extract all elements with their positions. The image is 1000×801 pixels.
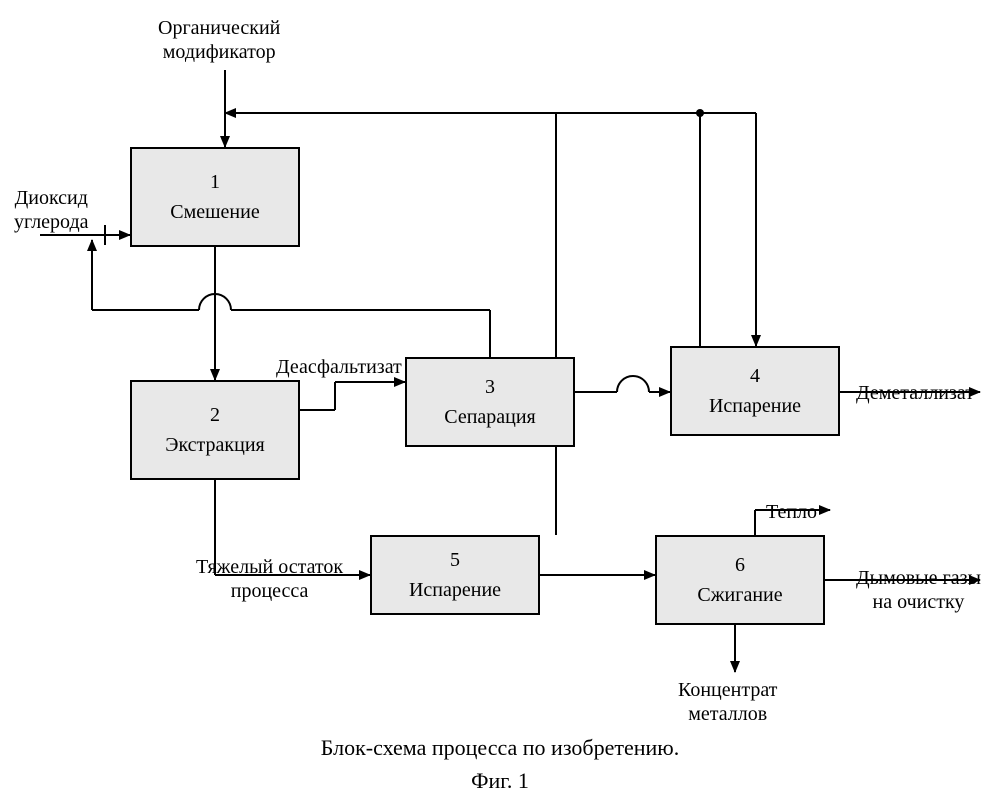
label-line: на очистку (856, 590, 981, 614)
label-line: Тяжелый остаток (196, 555, 343, 579)
diagram-canvas: 1 Смешение 2 Экстракция 3 Сепарация 4 Ис… (0, 0, 1000, 801)
diagram-caption: Блок-схема процесса по изобретению. (0, 735, 1000, 761)
label-organic-modifier: Органический модификатор (158, 16, 280, 64)
label-line: Концентрат (678, 678, 777, 702)
box-number: 2 (210, 403, 220, 427)
box-combustion: 6 Сжигание (655, 535, 825, 625)
label-line: углерода (14, 210, 89, 234)
box-label: Испарение (709, 394, 801, 418)
box-number: 3 (485, 375, 495, 399)
label-demetallized: Деметаллизат (856, 381, 974, 405)
figure-number: Фиг. 1 (0, 768, 1000, 794)
label-line: процесса (196, 579, 343, 603)
label-flue-gas: Дымовые газы на очистку (856, 566, 981, 614)
label-line: Дымовые газы (856, 566, 981, 590)
box-mixing: 1 Смешение (130, 147, 300, 247)
label-metal-concentrate: Концентрат металлов (678, 678, 777, 726)
label-line: Деметаллизат (856, 382, 974, 404)
box-extraction: 2 Экстракция (130, 380, 300, 480)
box-evaporation-5: 5 Испарение (370, 535, 540, 615)
label-line: модификатор (158, 40, 280, 64)
box-number: 4 (750, 364, 760, 388)
box-label: Сжигание (697, 583, 782, 607)
label-deasphalted: Деасфальтизат (276, 355, 402, 379)
box-number: 6 (735, 553, 745, 577)
box-number: 1 (210, 170, 220, 194)
label-line: Диоксид (14, 186, 89, 210)
label-line: Органический (158, 16, 280, 40)
label-heat: Тепло (766, 500, 817, 524)
box-label: Испарение (409, 578, 501, 602)
box-label: Смешение (170, 200, 259, 224)
label-line: Тепло (766, 501, 817, 523)
box-separation: 3 Сепарация (405, 357, 575, 447)
box-evaporation-4: 4 Испарение (670, 346, 840, 436)
label-line: Деасфальтизат (276, 356, 402, 378)
label-carbon-dioxide: Диоксид углерода (14, 186, 89, 234)
box-label: Экстракция (165, 433, 264, 457)
label-line: металлов (678, 702, 777, 726)
box-label: Сепарация (444, 405, 536, 429)
box-number: 5 (450, 548, 460, 572)
label-heavy-residue: Тяжелый остаток процесса (196, 555, 343, 603)
